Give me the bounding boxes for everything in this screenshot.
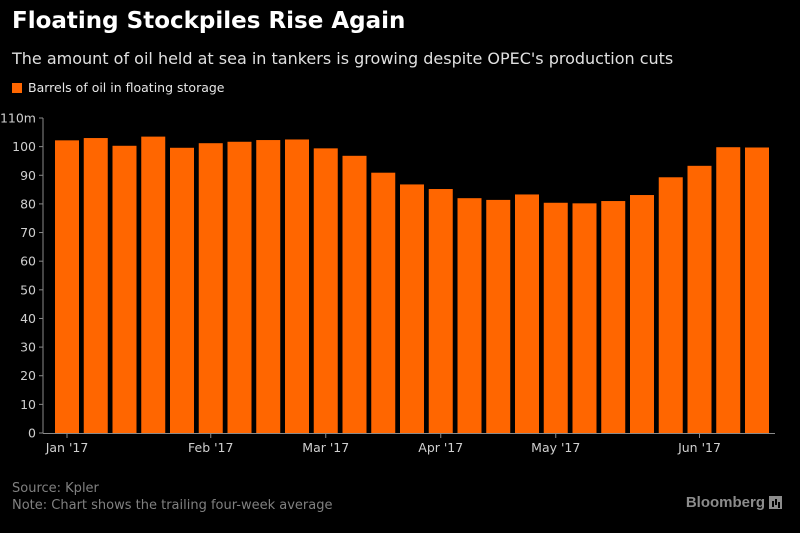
bar [198, 143, 223, 433]
bar [428, 189, 453, 433]
bar [486, 199, 511, 433]
y-tick-label: 20 [20, 368, 36, 383]
y-tick-label: 10 [20, 397, 36, 412]
brand-name: Bloomberg [685, 494, 765, 511]
y-tick-label: 90 [20, 168, 36, 183]
bar [170, 147, 194, 434]
y-tick-label: 100 [12, 139, 36, 154]
bar [256, 140, 281, 434]
bar [543, 202, 568, 433]
y-tick-label: 40 [20, 311, 36, 326]
bar [745, 147, 769, 433]
bar [55, 140, 79, 433]
bar [630, 195, 654, 433]
bar [457, 198, 482, 433]
bar [515, 194, 539, 433]
bar [285, 139, 309, 433]
bar [658, 177, 683, 433]
bar [313, 148, 338, 433]
bar [83, 138, 108, 433]
y-tick-label: 70 [20, 225, 36, 240]
bar [371, 172, 396, 434]
legend-swatch [12, 82, 22, 93]
bar [687, 165, 712, 433]
note-text: Note: Chart shows the trailing four-week… [12, 498, 333, 513]
y-tick-label: 80 [20, 196, 36, 211]
x-tick-label: Jan '17 [45, 440, 89, 455]
y-tick-label: 0 [28, 426, 36, 441]
bar [342, 155, 367, 434]
chart-title: Floating Stockpiles Rise Again [12, 8, 406, 34]
bar [601, 201, 626, 433]
x-tick-label: Jun '17 [677, 440, 721, 455]
y-tick-label: 110m [0, 111, 36, 126]
y-tick-label: 30 [20, 340, 36, 355]
bar [112, 145, 137, 433]
bar [227, 141, 252, 433]
bar-chart-icon [769, 496, 782, 509]
legend: Barrels of oil in floating storage [12, 80, 225, 95]
bar [572, 203, 597, 433]
bar [400, 184, 424, 433]
x-tick-label: Mar '17 [302, 440, 349, 455]
bar [141, 136, 166, 433]
y-tick-label: 60 [20, 254, 36, 269]
x-tick-label: Apr '17 [418, 440, 463, 455]
legend-label: Barrels of oil in floating storage [28, 80, 225, 95]
bar [716, 147, 741, 433]
source-text: Source: Kpler [12, 481, 99, 496]
bloomberg-logo: Bloomberg [686, 494, 782, 511]
x-tick-label: May '17 [531, 440, 580, 455]
y-tick-label: 50 [20, 282, 36, 297]
x-tick-label: Feb '17 [188, 440, 233, 455]
chart-subtitle: The amount of oil held at sea in tankers… [12, 49, 674, 68]
